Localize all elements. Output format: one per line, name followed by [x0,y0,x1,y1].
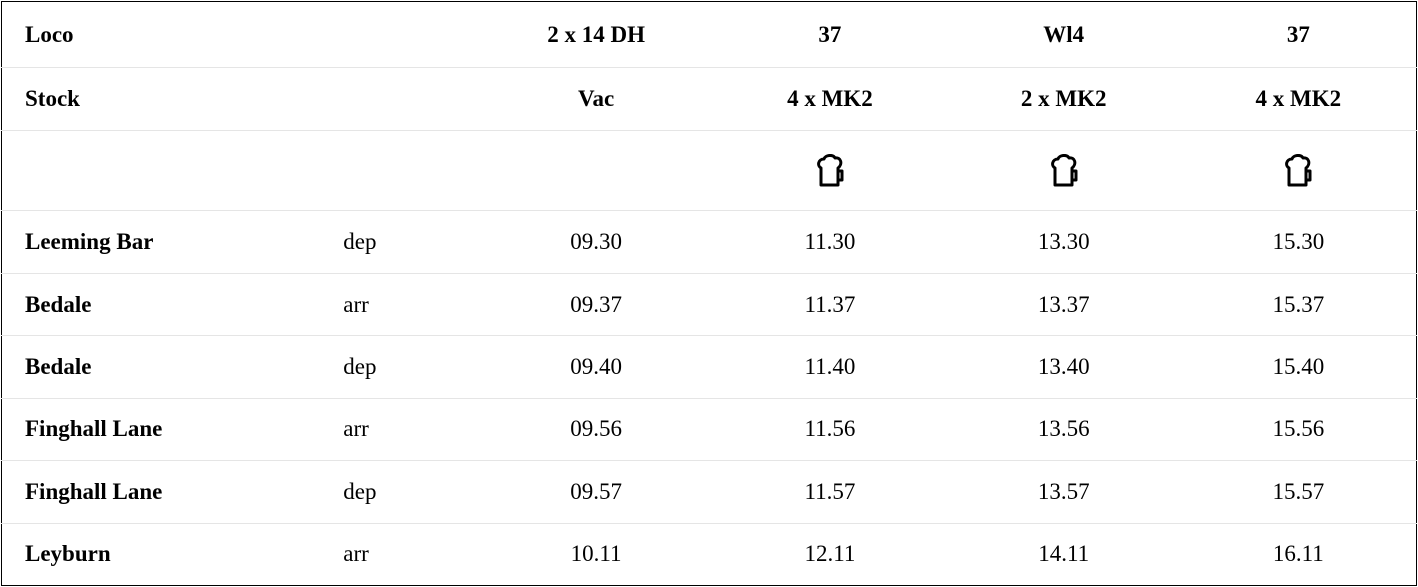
time-cell: 09.37 [479,272,713,336]
arr-dep-type: dep [337,460,480,524]
time-cell: 10.11 [479,522,713,586]
loco-value: 37 [713,0,947,68]
time-cell: 13.56 [946,397,1181,461]
stop-row: Leyburn arr 10.11 12.11 14.11 16.11 [1,522,1417,586]
time-cell: 11.37 [713,272,947,336]
stop-row: Bedale dep 09.40 11.40 13.40 15.40 [1,335,1417,399]
time-cell: 11.57 [713,460,947,524]
station-name: Bedale [1,272,338,336]
time-cell: 09.40 [479,335,713,399]
arr-dep-type: arr [337,522,480,586]
time-cell: 09.56 [479,397,713,461]
time-cell: 16.11 [1180,522,1417,586]
empty-cell [337,0,480,68]
empty-cell [337,67,480,131]
beer-mug-icon [1050,153,1078,187]
time-cell: 14.11 [946,522,1181,586]
empty-cell [1,129,338,211]
time-cell: 09.30 [479,210,713,274]
arr-dep-type: dep [337,210,480,274]
stock-value: 4 x MK2 [1180,67,1417,131]
stock-row: Stock Vac 4 x MK2 2 x MK2 4 x MK2 [1,67,1417,131]
stop-row: Leeming Bar dep 09.30 11.30 13.30 15.30 [1,210,1417,274]
station-name: Finghall Lane [1,397,338,461]
time-cell: 15.40 [1180,335,1417,399]
loco-label: Loco [1,0,338,68]
empty-cell [479,129,713,211]
time-cell: 13.37 [946,272,1181,336]
station-name: Leyburn [1,522,338,586]
stop-row: Bedale arr 09.37 11.37 13.37 15.37 [1,272,1417,336]
loco-value: Wl4 [946,0,1181,68]
loco-value: 2 x 14 DH [479,0,713,68]
buffet-row [1,129,1417,211]
time-cell: 15.56 [1180,397,1417,461]
buffet-cell [946,129,1181,211]
arr-dep-type: dep [337,335,480,399]
arr-dep-type: arr [337,272,480,336]
time-cell: 13.30 [946,210,1181,274]
time-cell: 15.30 [1180,210,1417,274]
time-cell: 13.57 [946,460,1181,524]
stock-value: 2 x MK2 [946,67,1181,131]
beer-mug-icon [1285,153,1312,187]
buffet-cell [713,129,947,211]
beer-mug-icon [817,153,844,187]
stock-label: Stock [1,67,338,131]
station-name: Bedale [1,335,338,399]
loco-value: 37 [1180,0,1417,68]
time-cell: 11.56 [713,397,947,461]
empty-cell [337,129,480,211]
loco-row: Loco 2 x 14 DH 37 Wl4 37 [1,0,1417,68]
stock-value: 4 x MK2 [713,67,947,131]
stop-row: Finghall Lane dep 09.57 11.57 13.57 15.5… [1,460,1417,524]
time-cell: 13.40 [946,335,1181,399]
station-name: Finghall Lane [1,460,338,524]
time-cell: 11.30 [713,210,947,274]
time-cell: 15.37 [1180,272,1417,336]
station-name: Leeming Bar [1,210,338,274]
time-cell: 15.57 [1180,460,1417,524]
arr-dep-type: arr [337,397,480,461]
stop-row: Finghall Lane arr 09.56 11.56 13.56 15.5… [1,397,1417,461]
time-cell: 12.11 [713,522,947,586]
time-cell: 11.40 [713,335,947,399]
buffet-cell [1180,129,1417,211]
time-cell: 09.57 [479,460,713,524]
stock-value: Vac [479,67,713,131]
